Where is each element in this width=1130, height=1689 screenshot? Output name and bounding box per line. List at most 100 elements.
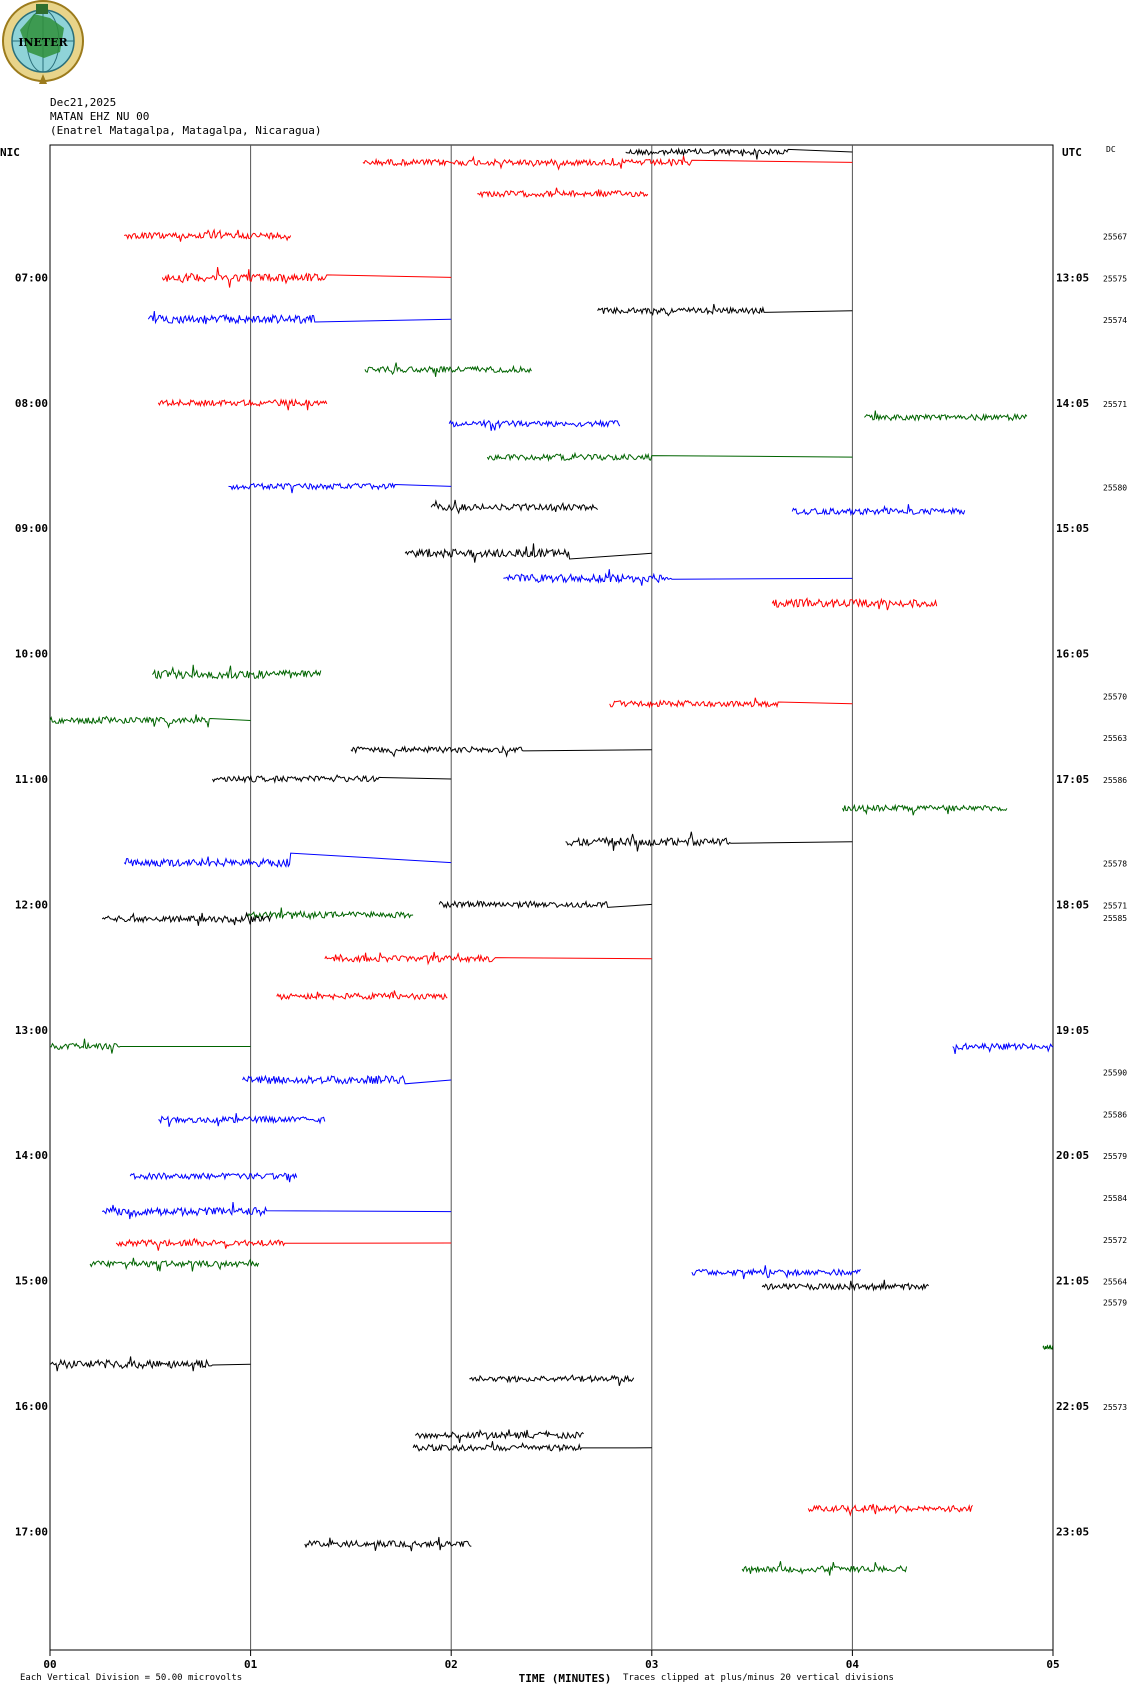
trace-green-row-18: [246, 907, 414, 921]
y-tick-right: 18:05: [1056, 898, 1089, 911]
dc-value: 25579: [1103, 1299, 1127, 1308]
trace-black-row-18: [438, 899, 652, 910]
trace-red-row-20: [276, 990, 448, 1001]
trace-black-row-27: [761, 1279, 929, 1292]
trace-green-row-7: [486, 451, 853, 463]
y-tick-left: 17:00: [15, 1525, 48, 1538]
y-tick-right: 23:05: [1056, 1525, 1089, 1538]
trace-green-row-16: [841, 803, 1008, 816]
dc-value: 25571: [1103, 400, 1127, 409]
trace-blue-row-27: [691, 1265, 861, 1280]
trace-red-row-6: [157, 398, 328, 411]
dc-value: 25586: [1103, 776, 1127, 785]
location-label: (Enatrel Matagalpa, Matagalpa, Nicaragua…: [50, 124, 322, 137]
dc-value: 25586: [1103, 1110, 1127, 1119]
trace-blue-row-10: [503, 569, 853, 586]
trace-blue-row-24: [129, 1172, 298, 1183]
trace-black-row-29: [49, 1356, 251, 1372]
trace-blue-row-8: [228, 482, 452, 494]
x-tick-label: 04: [846, 1658, 860, 1671]
x-tick-label: 03: [645, 1658, 658, 1671]
trace-red-row-13: [609, 697, 853, 709]
y-tick-right: 16:05: [1056, 648, 1089, 661]
trace-red-row-26: [115, 1237, 452, 1251]
y-tick-left: 15:00: [15, 1275, 48, 1288]
trace-blue-row-23: [158, 1113, 326, 1127]
x-axis-title: TIME (MINUTES): [519, 1672, 612, 1685]
y-tick-right: 17:05: [1056, 773, 1089, 786]
trace-blue-row-22: [242, 1074, 452, 1085]
plot-frame: [49, 144, 1054, 1651]
dc-label: DC: [1106, 145, 1116, 154]
trace-red-row-0: [362, 155, 853, 171]
trace-black-row-19: [101, 911, 272, 926]
footer-clip-note: Traces clipped at plus/minus 20 vertical…: [623, 1673, 894, 1683]
right-timezone-label: UTC: [1062, 146, 1082, 159]
dc-value: 25567: [1103, 233, 1127, 242]
dc-value: 25570: [1103, 692, 1127, 701]
x-tick-label: 02: [445, 1658, 458, 1671]
trace-black-row-29: [469, 1374, 635, 1386]
trace-green-row-22: [49, 1038, 251, 1054]
trace-red-row-1: [477, 187, 649, 199]
dc-value: 25590: [1103, 1069, 1127, 1078]
ineter-logo: INETER: [2, 0, 84, 84]
y-tick-right: 22:05: [1056, 1400, 1089, 1413]
trace-black-row-8: [430, 499, 598, 515]
dc-value: 25563: [1103, 734, 1127, 743]
y-tick-right: 20:05: [1056, 1149, 1089, 1162]
dc-value: 25580: [1103, 483, 1127, 492]
y-tick-left: 08:00: [15, 397, 48, 410]
trace-black-row-16: [565, 831, 853, 852]
dc-value: 25584: [1103, 1194, 1127, 1203]
dc-value: 25574: [1103, 316, 1127, 325]
y-tick-right: 14:05: [1056, 397, 1089, 410]
trace-blue-row-25: [101, 1202, 452, 1220]
trace-red-row-32: [807, 1503, 974, 1517]
trace-green-row-5: [364, 362, 532, 377]
trace-red-row-11: [771, 597, 938, 611]
x-tick-label: 00: [43, 1658, 56, 1671]
dc-value: 25573: [1103, 1403, 1127, 1412]
trace-red-row-19: [324, 951, 652, 966]
trace-green-row-7: [864, 410, 1028, 422]
y-tick-left: 13:00: [15, 1024, 48, 1037]
axis-labels: 00 01 02 03 04 05 NIC UTC DC 07:00 13:05 08:00 14:05…: [0, 145, 1127, 1685]
dc-value: 25585: [1103, 914, 1127, 923]
dc-value: 25578: [1103, 860, 1127, 869]
left-timezone-label: NIC: [0, 146, 20, 159]
y-tick-right: 21:05: [1056, 1275, 1089, 1288]
trace-green-row-26: [89, 1257, 260, 1272]
trace-red-row-2: [123, 228, 292, 242]
x-tick-label: 01: [244, 1658, 258, 1671]
trace-blue-row-6: [448, 418, 621, 431]
trace-black-row-31: [412, 1441, 652, 1453]
y-tick-right: 19:05: [1056, 1024, 1089, 1037]
station-label: MATAN EHZ NU 00: [50, 110, 150, 123]
trace-blue-row-4: [147, 310, 452, 325]
y-tick-right: 13:05: [1056, 271, 1089, 284]
trace-blue-row-21: [952, 1041, 1054, 1054]
x-tick-label: 05: [1046, 1658, 1059, 1671]
y-tick-left: 11:00: [15, 773, 48, 786]
trace-green-row-34: [741, 1561, 908, 1576]
dc-value: 25575: [1103, 274, 1127, 283]
trace-black-row-14: [350, 745, 652, 758]
dc-value: 25571: [1103, 901, 1127, 910]
dc-value: 25579: [1103, 1152, 1127, 1161]
trace-black-row-15: [212, 774, 452, 784]
footer-scale-note: Each Vertical Division = 50.00 microvolt…: [20, 1673, 242, 1683]
plot-grid: [49, 144, 1054, 1656]
y-tick-left: 14:00: [15, 1149, 48, 1162]
y-tick-left: 09:00: [15, 522, 48, 535]
y-tick-left: 16:00: [15, 1400, 48, 1413]
trace-green-row-13: [49, 714, 251, 729]
trace-red-row-3: [161, 267, 452, 288]
trace-black-row-30: [414, 1429, 584, 1443]
trace-green-row-28: [1042, 1344, 1054, 1350]
date-label: Dec21,2025: [50, 96, 117, 109]
trace-black-row-33: [304, 1536, 472, 1552]
dc-value: 25564: [1103, 1278, 1127, 1287]
trace-blue-row-17: [123, 852, 452, 868]
